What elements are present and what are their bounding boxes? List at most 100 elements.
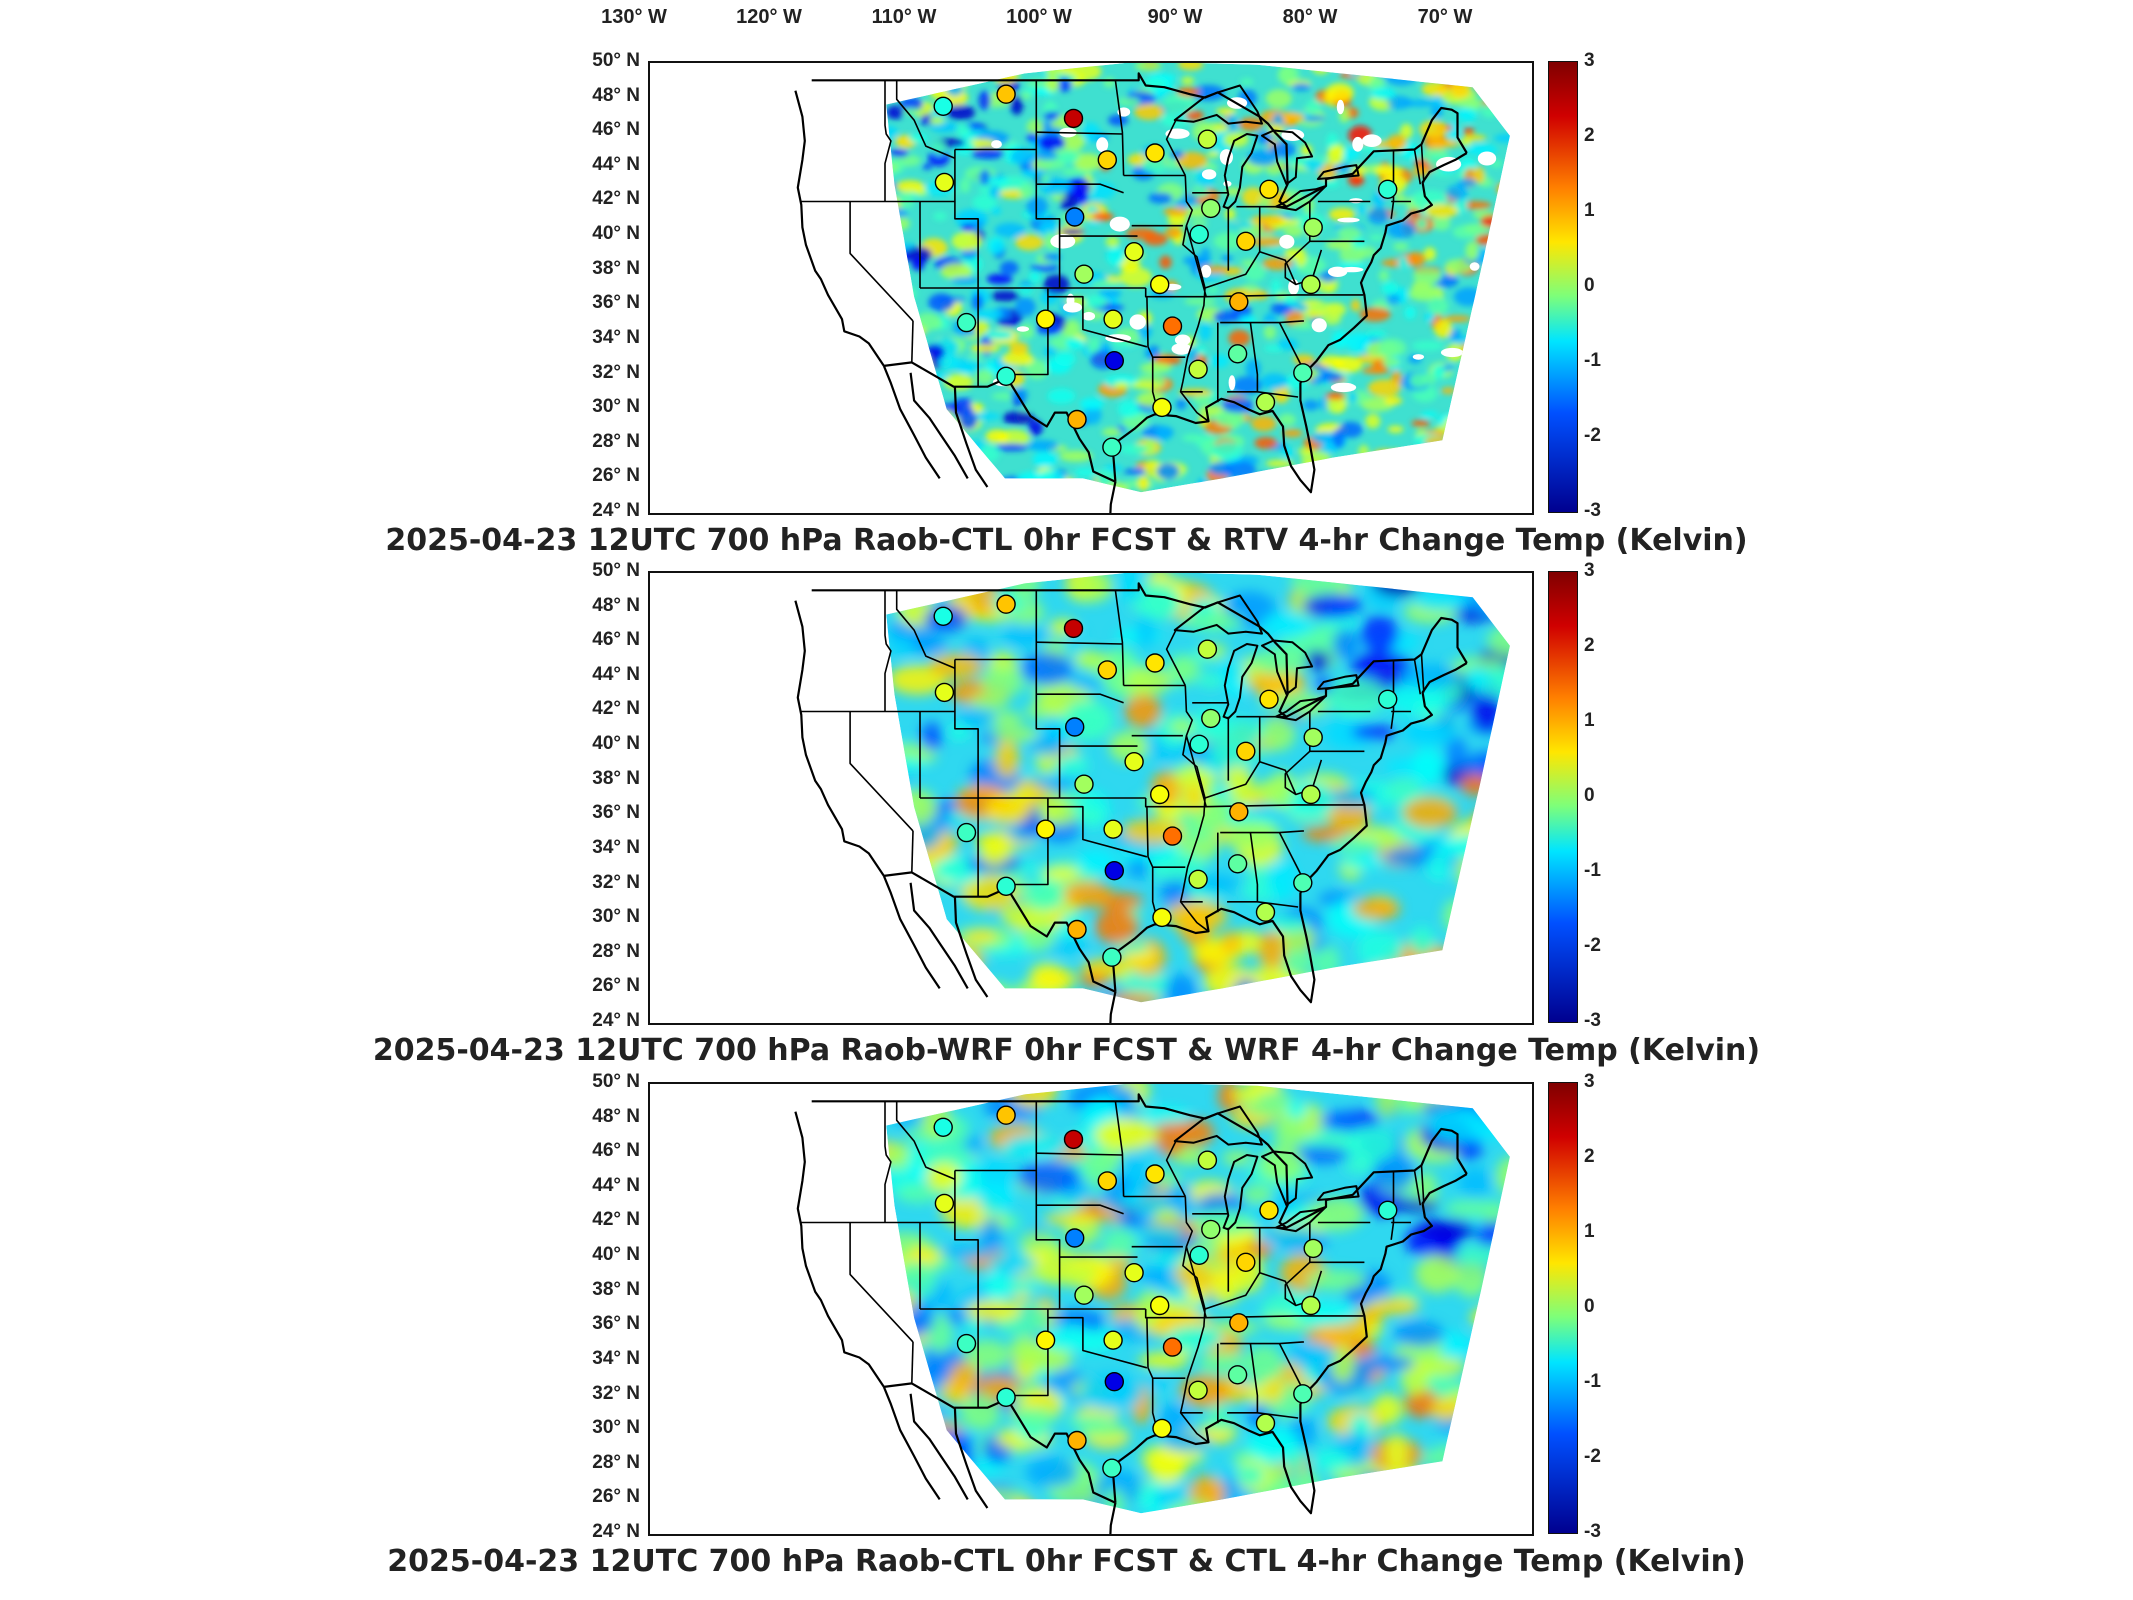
raob-station-marker[interactable] bbox=[996, 1105, 1016, 1125]
raob-station-marker[interactable] bbox=[1229, 1313, 1249, 1333]
raob-station-marker[interactable] bbox=[1162, 316, 1183, 336]
raob-station-marker[interactable] bbox=[1201, 1219, 1221, 1240]
raob-station-marker[interactable] bbox=[1303, 1238, 1323, 1259]
raob-station-marker[interactable] bbox=[1197, 1150, 1218, 1170]
raob-station-marker[interactable] bbox=[1104, 1372, 1124, 1392]
raob-station-marker[interactable] bbox=[1255, 392, 1276, 412]
raob-station-marker[interactable] bbox=[1067, 1430, 1087, 1451]
raob-station-marker[interactable] bbox=[996, 84, 1016, 104]
raob-station-marker[interactable] bbox=[1152, 1418, 1172, 1439]
field-cell bbox=[1102, 427, 1122, 437]
raob-station-marker[interactable] bbox=[1227, 1365, 1248, 1385]
raob-station-marker[interactable] bbox=[956, 822, 977, 843]
raob-station-marker[interactable] bbox=[1152, 907, 1172, 928]
raob-station-marker[interactable] bbox=[1145, 143, 1165, 163]
raob-station-marker[interactable] bbox=[1301, 784, 1321, 805]
raob-station-marker[interactable] bbox=[1065, 1228, 1085, 1248]
raob-station-marker[interactable] bbox=[956, 1333, 977, 1354]
raob-station-marker[interactable] bbox=[1201, 708, 1221, 729]
raob-station-marker[interactable] bbox=[1301, 274, 1321, 295]
raob-station-marker[interactable] bbox=[1074, 1285, 1094, 1305]
raob-station-marker[interactable] bbox=[1102, 947, 1122, 967]
raob-station-marker[interactable] bbox=[1162, 1337, 1183, 1357]
raob-station-marker[interactable] bbox=[1189, 224, 1209, 245]
raob-station-marker[interactable] bbox=[1035, 309, 1056, 329]
raob-station-marker[interactable] bbox=[934, 682, 955, 703]
raob-station-marker[interactable] bbox=[1150, 274, 1170, 295]
raob-station-marker[interactable] bbox=[1124, 751, 1144, 772]
raob-station-marker[interactable] bbox=[1378, 689, 1398, 710]
raob-station-marker[interactable] bbox=[1197, 639, 1218, 659]
raob-station-marker[interactable] bbox=[1063, 108, 1084, 129]
raob-station-marker[interactable] bbox=[1065, 717, 1085, 737]
raob-station-marker[interactable] bbox=[1097, 1171, 1117, 1191]
raob-station-marker[interactable] bbox=[1378, 1200, 1398, 1221]
raob-station-marker[interactable] bbox=[1259, 689, 1279, 710]
raob-station-marker[interactable] bbox=[1150, 1295, 1170, 1316]
raob-station-marker[interactable] bbox=[1124, 241, 1144, 262]
raob-station-marker[interactable] bbox=[1201, 198, 1221, 219]
raob-station-marker[interactable] bbox=[1102, 1458, 1122, 1478]
raob-station-marker[interactable] bbox=[934, 172, 955, 193]
raob-station-marker[interactable] bbox=[1236, 1252, 1256, 1273]
raob-station-marker[interactable] bbox=[996, 594, 1016, 614]
raob-station-marker[interactable] bbox=[1063, 618, 1084, 639]
raob-station-marker[interactable] bbox=[1074, 774, 1094, 794]
raob-station-marker[interactable] bbox=[1188, 1380, 1208, 1400]
raob-station-marker[interactable] bbox=[1293, 1384, 1313, 1404]
map-frame[interactable] bbox=[648, 571, 1534, 1025]
raob-station-marker[interactable] bbox=[1124, 1262, 1144, 1283]
raob-station-marker[interactable] bbox=[1378, 179, 1398, 200]
raob-station-marker[interactable] bbox=[1065, 207, 1085, 227]
raob-station-marker[interactable] bbox=[996, 366, 1016, 386]
raob-station-marker[interactable] bbox=[1255, 1413, 1276, 1433]
raob-station-marker[interactable] bbox=[1188, 869, 1208, 889]
raob-station-marker[interactable] bbox=[1229, 802, 1249, 822]
raob-station-marker[interactable] bbox=[1102, 437, 1122, 457]
raob-station-marker[interactable] bbox=[1255, 902, 1276, 922]
map-frame[interactable] bbox=[648, 61, 1534, 515]
raob-station-marker[interactable] bbox=[1293, 873, 1313, 893]
raob-station-marker[interactable] bbox=[1074, 264, 1094, 284]
raob-station-marker[interactable] bbox=[1103, 819, 1123, 839]
raob-station-marker[interactable] bbox=[956, 312, 977, 333]
raob-station-marker[interactable] bbox=[1236, 741, 1256, 762]
raob-station-marker[interactable] bbox=[1259, 1200, 1279, 1221]
raob-station-marker[interactable] bbox=[1197, 129, 1218, 149]
raob-station-marker[interactable] bbox=[1259, 179, 1279, 200]
raob-station-marker[interactable] bbox=[1189, 734, 1209, 755]
raob-station-marker[interactable] bbox=[1236, 231, 1256, 252]
raob-station-marker[interactable] bbox=[1103, 309, 1123, 329]
raob-station-marker[interactable] bbox=[1162, 826, 1183, 846]
raob-station-marker[interactable] bbox=[1035, 1330, 1056, 1350]
raob-station-marker[interactable] bbox=[933, 1117, 953, 1137]
raob-station-marker[interactable] bbox=[1227, 344, 1248, 364]
raob-station-marker[interactable] bbox=[1301, 1295, 1321, 1316]
raob-station-marker[interactable] bbox=[1145, 653, 1165, 673]
map-frame[interactable] bbox=[648, 1082, 1534, 1536]
raob-station-marker[interactable] bbox=[996, 876, 1016, 896]
raob-station-marker[interactable] bbox=[933, 606, 953, 626]
raob-station-marker[interactable] bbox=[1303, 217, 1323, 238]
raob-station-marker[interactable] bbox=[1104, 861, 1124, 881]
raob-station-marker[interactable] bbox=[933, 96, 953, 116]
raob-station-marker[interactable] bbox=[934, 1193, 955, 1214]
raob-station-marker[interactable] bbox=[1063, 1129, 1084, 1150]
raob-station-marker[interactable] bbox=[1152, 397, 1172, 418]
raob-station-marker[interactable] bbox=[1097, 150, 1117, 170]
raob-station-marker[interactable] bbox=[996, 1387, 1016, 1407]
raob-station-marker[interactable] bbox=[1103, 1330, 1123, 1350]
raob-station-marker[interactable] bbox=[1097, 660, 1117, 680]
raob-station-marker[interactable] bbox=[1104, 351, 1124, 371]
raob-station-marker[interactable] bbox=[1035, 819, 1056, 839]
raob-station-marker[interactable] bbox=[1067, 919, 1087, 940]
raob-station-marker[interactable] bbox=[1229, 292, 1249, 312]
raob-station-marker[interactable] bbox=[1293, 363, 1313, 383]
raob-station-marker[interactable] bbox=[1067, 409, 1087, 430]
raob-station-marker[interactable] bbox=[1188, 359, 1208, 379]
raob-station-marker[interactable] bbox=[1150, 784, 1170, 805]
raob-station-marker[interactable] bbox=[1303, 727, 1323, 748]
raob-station-marker[interactable] bbox=[1227, 854, 1248, 874]
raob-station-marker[interactable] bbox=[1145, 1164, 1165, 1184]
raob-station-marker[interactable] bbox=[1189, 1245, 1209, 1266]
